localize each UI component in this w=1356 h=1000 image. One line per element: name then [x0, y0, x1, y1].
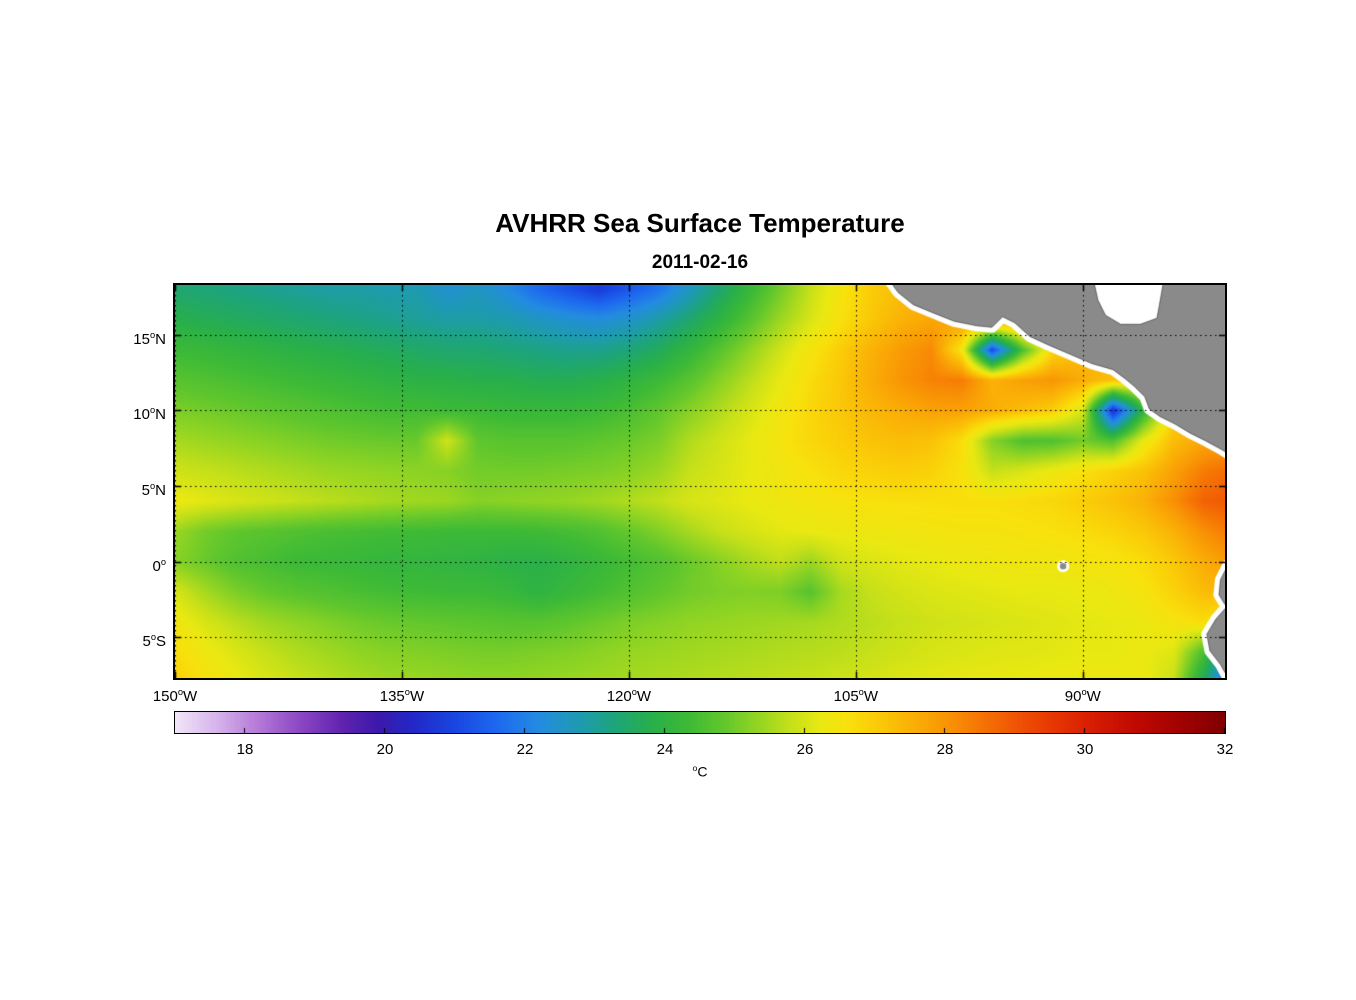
- y-axis-tick-label: 15oN: [133, 329, 166, 348]
- sst-heatmap-canvas: [175, 285, 1225, 678]
- x-axis-tick-label: 105oW: [833, 687, 879, 705]
- colorbar: [174, 711, 1226, 734]
- y-axis-tick-label: 10oN: [133, 405, 166, 424]
- y-axis-tick-label: 5oS: [142, 632, 166, 651]
- x-axis-tick-label: 120oW: [606, 687, 652, 705]
- y-axis-tick-label: 5oN: [141, 481, 166, 500]
- chart-title: AVHRR Sea Surface Temperature: [495, 208, 905, 238]
- colorbar-tick-label: 26: [796, 741, 814, 758]
- x-axis-tick-label: 90oW: [1064, 687, 1101, 705]
- colorbar-tick-label: 32: [1216, 741, 1234, 758]
- x-axis-tick-label: 135oW: [379, 687, 425, 705]
- colorbar-tick-label: 18: [236, 741, 254, 758]
- colorbar-tick-label: 24: [656, 741, 674, 758]
- colorbar-tick-label: 30: [1076, 741, 1094, 758]
- colorbar-canvas: [175, 712, 1225, 733]
- colorbar-tick-label: 28: [936, 741, 954, 758]
- map-plot-area: [173, 283, 1227, 680]
- colorbar-tick-label: 20: [376, 741, 394, 758]
- x-axis-tick-label: 150oW: [152, 687, 198, 705]
- y-axis-tick-label: 0o: [152, 556, 166, 575]
- chart-subtitle: 2011-02-16: [651, 252, 749, 273]
- colorbar-tick-label: 22: [516, 741, 534, 758]
- colorbar-unit-label: oC: [692, 763, 708, 780]
